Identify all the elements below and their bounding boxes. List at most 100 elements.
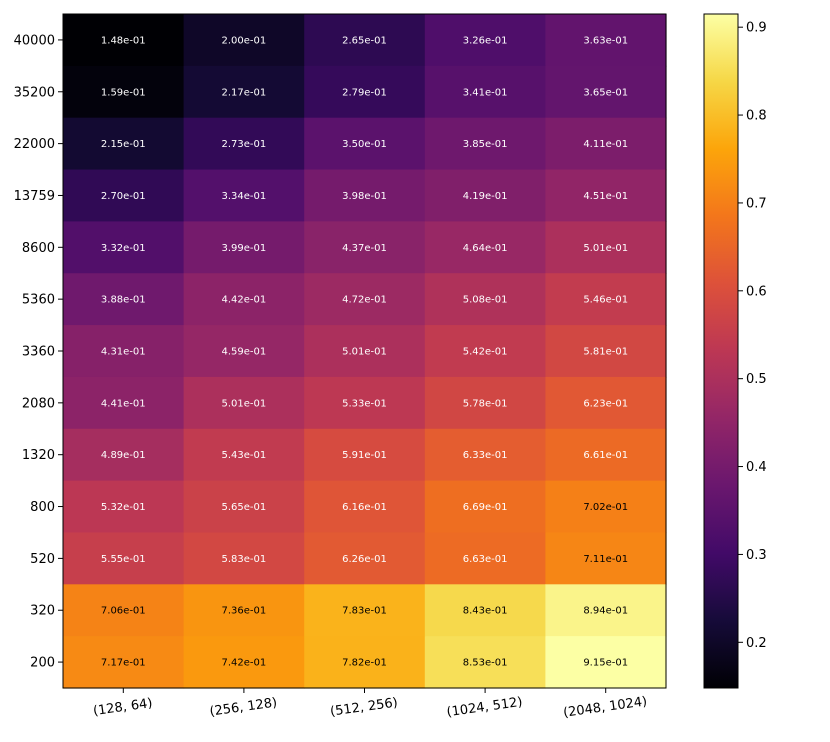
- y-tick-label: 200: [30, 656, 55, 671]
- cell-value-label: 8.53e-01: [463, 658, 508, 669]
- cell-value-label: 4.64e-01: [463, 243, 508, 254]
- colorbar-tick-label: 0.2: [746, 636, 767, 651]
- heatmap-cell: [545, 636, 667, 689]
- cell-value-label: 6.33e-01: [463, 450, 508, 461]
- heatmap-cell: [63, 532, 185, 585]
- heatmap-cell: [545, 169, 667, 222]
- heatmap-cell: [424, 532, 546, 585]
- cell-value-label: 4.89e-01: [101, 450, 146, 461]
- cell-value-label: 3.85e-01: [463, 139, 508, 150]
- cell-value-label: 8.94e-01: [583, 606, 628, 617]
- cell-value-label: 7.02e-01: [583, 502, 628, 513]
- heatmap-cell: [304, 169, 426, 222]
- cell-value-label: 5.33e-01: [342, 398, 387, 409]
- heatmap-cell: [545, 428, 667, 482]
- heatmap-cell: [304, 636, 426, 689]
- cell-value-label: 2.79e-01: [342, 87, 387, 98]
- cell-value-label: 6.61e-01: [583, 450, 628, 461]
- heatmap-cell: [63, 325, 185, 378]
- cell-value-label: 1.48e-01: [101, 35, 146, 46]
- cell-value-label: 5.01e-01: [583, 243, 628, 254]
- heatmap-cell: [63, 169, 185, 222]
- cell-value-label: 4.41e-01: [101, 398, 146, 409]
- y-tick-label: 35200: [14, 85, 55, 100]
- cell-value-label: 7.83e-01: [342, 606, 387, 617]
- cell-value-label: 2.00e-01: [222, 35, 267, 46]
- heatmap-cell: [424, 428, 546, 482]
- heatmap-cell: [545, 325, 667, 378]
- heatmap-cell: [545, 117, 667, 171]
- cell-value-label: 3.99e-01: [222, 243, 267, 254]
- x-tick-label: (256, 128): [209, 695, 278, 719]
- cell-value-label: 3.98e-01: [342, 191, 387, 202]
- heatmap-cell: [424, 14, 546, 67]
- cell-value-label: 3.34e-01: [222, 191, 267, 202]
- heatmap-cell: [545, 584, 667, 637]
- heatmap-cell: [545, 65, 667, 119]
- heatmap-cell: [424, 480, 546, 534]
- heatmap-cell: [183, 221, 305, 274]
- heatmap-cell: [63, 428, 185, 482]
- heatmap-cell: [304, 584, 426, 637]
- cell-value-label: 2.73e-01: [222, 139, 267, 150]
- heatmap-cell: [545, 273, 667, 326]
- cell-value-label: 4.51e-01: [583, 191, 628, 202]
- heatmap-cell: [304, 480, 426, 534]
- x-tick-label: (2048, 1024): [562, 694, 648, 721]
- cell-value-label: 5.81e-01: [583, 347, 628, 358]
- heatmap-cell: [424, 273, 546, 326]
- y-tick-label: 320: [30, 604, 55, 619]
- cell-value-label: 6.23e-01: [583, 398, 628, 409]
- heatmap-cell: [424, 117, 546, 171]
- heatmap-cell: [545, 376, 667, 430]
- heatmap-cell: [304, 65, 426, 119]
- heatmap-cell: [183, 169, 305, 222]
- heatmap-cell: [183, 14, 305, 67]
- heatmap-cell: [545, 480, 667, 534]
- cell-value-label: 6.26e-01: [342, 554, 387, 565]
- heatmap-cell: [304, 376, 426, 430]
- cell-value-label: 3.63e-01: [583, 35, 628, 46]
- heatmap-cell: [183, 584, 305, 637]
- cell-value-label: 2.15e-01: [101, 139, 146, 150]
- cell-value-label: 7.82e-01: [342, 658, 387, 669]
- cell-value-label: 5.83e-01: [222, 554, 267, 565]
- heatmap-cell: [304, 325, 426, 378]
- x-tick-label: (512, 256): [329, 695, 398, 719]
- y-tick-label: 1320: [22, 448, 55, 463]
- cell-value-label: 5.08e-01: [463, 295, 508, 306]
- cell-value-label: 5.46e-01: [583, 295, 628, 306]
- y-tick-label: 5360: [22, 293, 55, 308]
- cell-value-label: 4.37e-01: [342, 243, 387, 254]
- heatmap-cell: [63, 636, 185, 689]
- heatmap-cell: [304, 14, 426, 67]
- cell-value-label: 4.11e-01: [583, 139, 628, 150]
- x-tick-label: (128, 64): [92, 696, 153, 719]
- heatmap-cell: [183, 428, 305, 482]
- heatmap-cell: [183, 376, 305, 430]
- cell-value-label: 2.17e-01: [222, 87, 267, 98]
- colorbar-fill: [704, 14, 738, 688]
- colorbar-tick-label: 0.3: [746, 548, 767, 563]
- colorbar-tick-label: 0.6: [746, 284, 767, 299]
- y-tick-label: 22000: [14, 137, 55, 152]
- cell-value-label: 5.91e-01: [342, 450, 387, 461]
- y-tick-label: 800: [30, 500, 55, 515]
- heatmap-cell: [63, 584, 185, 637]
- heatmap-cell: [183, 532, 305, 585]
- y-tick-label: 13759: [14, 189, 55, 204]
- heatmap-cell: [424, 584, 546, 637]
- heatmap-cell: [183, 117, 305, 171]
- heatmap-cell: [424, 221, 546, 274]
- cell-value-label: 5.32e-01: [101, 502, 146, 513]
- cell-value-label: 3.50e-01: [342, 139, 387, 150]
- heatmap-cell: [304, 221, 426, 274]
- colorbar-tick-label: 0.8: [746, 109, 767, 124]
- heatmap-cell: [183, 636, 305, 689]
- heatmap-cell: [63, 117, 185, 171]
- colorbar: 0.2 0.3 0.4 0.5 0.6 0.7 0.8 0.9: [703, 13, 767, 689]
- cell-value-label: 7.06e-01: [101, 606, 146, 617]
- y-tick-label: 40000: [14, 33, 55, 48]
- cell-value-label: 4.59e-01: [222, 347, 267, 358]
- cell-value-label: 5.01e-01: [342, 347, 387, 358]
